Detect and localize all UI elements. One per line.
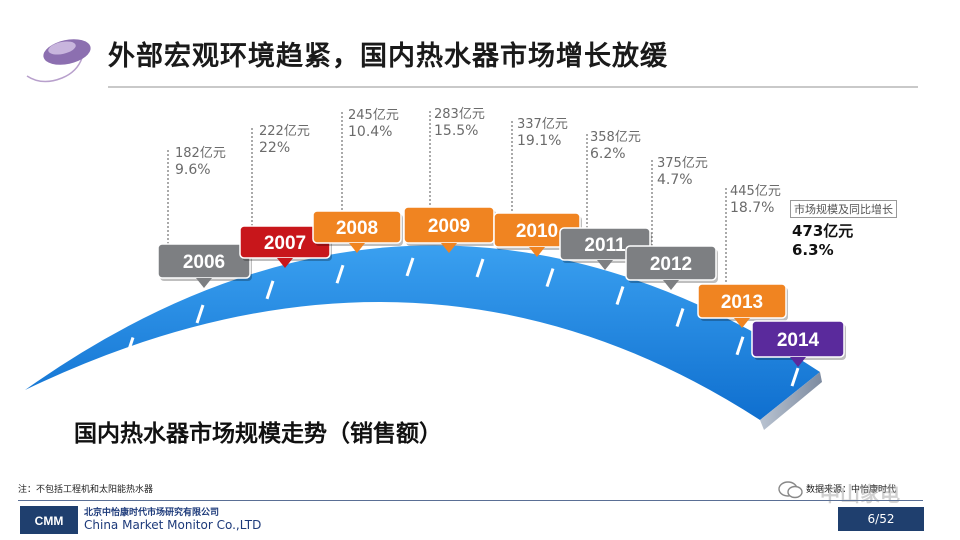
value-annotation-2011: 358亿元 6.2% xyxy=(590,130,641,162)
arc-tick xyxy=(475,258,485,278)
page-title: 外部宏观环境趋紧，国内热水器市场增长放缓 xyxy=(108,41,668,72)
year-label-pointer xyxy=(529,247,545,257)
arc-tick xyxy=(405,257,415,277)
year-label-text: 2006 xyxy=(183,252,225,273)
year-label-pointer xyxy=(663,280,679,290)
year-label-pointer xyxy=(790,357,806,367)
growth-rate-value: 22% xyxy=(259,140,291,156)
year-label-text: 2007 xyxy=(264,233,306,254)
year-label-2014: 2014 xyxy=(751,320,846,367)
year-label-2012: 2012 xyxy=(625,245,718,290)
year-labels: 2006 2007 2008 2009 2010 2011 2012 2013 2014 xyxy=(157,206,846,367)
market-size-value: 473亿元 xyxy=(792,222,854,240)
page-number: 6/52 xyxy=(838,507,924,531)
arc-tick xyxy=(615,286,625,305)
year-label-text: 2011 xyxy=(584,235,626,256)
arc-tick xyxy=(265,280,275,300)
arc-tick xyxy=(55,377,65,397)
chart-subtitle: 国内热水器市场规模走势（销售额） xyxy=(74,421,442,447)
market-size-value: 182亿元 xyxy=(175,146,226,161)
value-annotation-2009: 283亿元 15.5% xyxy=(434,107,485,139)
data-source: 数据来源：中怡康时代 xyxy=(806,485,897,495)
year-label-2013: 2013 xyxy=(697,283,788,328)
market-size-value: 358亿元 xyxy=(590,130,641,145)
year-label-pointer xyxy=(277,258,293,268)
year-label-2006: 2006 xyxy=(157,243,252,288)
market-size-value: 337亿元 xyxy=(517,117,568,132)
market-size-value: 283亿元 xyxy=(434,107,485,122)
year-label-2009: 2009 xyxy=(403,206,496,253)
growth-rate-value: 15.5% xyxy=(434,123,479,139)
value-annotation-2010: 337亿元 19.1% xyxy=(517,117,568,149)
value-annotation-2008: 245亿元 10.4% xyxy=(348,108,399,140)
arc-tick xyxy=(735,336,745,356)
leader-lines xyxy=(167,111,727,284)
computer-mouse-icon xyxy=(26,39,91,83)
year-label-pointer xyxy=(349,243,365,253)
year-label-text: 2012 xyxy=(650,254,692,275)
legend-label: 市场规模及同比增长 xyxy=(790,200,897,218)
year-label-text: 2014 xyxy=(777,330,820,351)
year-label-text: 2013 xyxy=(721,292,763,313)
value-annotation-2007: 222亿元 22% xyxy=(259,124,310,156)
growth-rate-value: 6.2% xyxy=(590,146,626,162)
market-size-value: 375亿元 xyxy=(657,156,708,171)
arc-tick xyxy=(675,308,685,328)
arc-tick xyxy=(545,268,555,288)
arc-edge xyxy=(760,372,822,430)
market-size-value: 245亿元 xyxy=(348,108,399,123)
year-label-pointer xyxy=(196,278,212,288)
year-label-pointer xyxy=(441,243,457,253)
year-label-pointer xyxy=(734,318,750,328)
title-divider xyxy=(108,86,918,88)
value-annotation-2014: 473亿元 6.3% xyxy=(792,222,853,260)
growth-rate-value: 19.1% xyxy=(517,133,562,149)
wechat-icon xyxy=(778,481,803,499)
year-label-2007: 2007 xyxy=(239,225,332,268)
year-label-2008: 2008 xyxy=(312,210,403,253)
year-label-pointer xyxy=(597,260,613,270)
company-logo: CMM xyxy=(20,506,78,534)
company-logo-text: CMM xyxy=(35,514,64,528)
footnote: 注：不包括工程机和太阳能热水器 xyxy=(18,485,154,495)
arc-tick-marks xyxy=(55,257,800,397)
growth-rate-value: 18.7% xyxy=(730,200,775,216)
footer-divider xyxy=(18,500,923,501)
arc-tick xyxy=(790,367,800,387)
year-label-text: 2010 xyxy=(516,221,558,242)
arc-tick xyxy=(125,337,135,356)
growth-rate-value: 6.3% xyxy=(792,241,834,259)
market-size-value: 222亿元 xyxy=(259,124,310,139)
growth-rate-value: 9.6% xyxy=(175,162,211,178)
market-size-value: 445亿元 xyxy=(730,184,781,199)
arc-tick xyxy=(335,264,345,284)
growth-rate-value: 10.4% xyxy=(348,124,393,140)
value-annotation-2006: 182亿元 9.6% xyxy=(175,146,226,178)
growth-rate-value: 4.7% xyxy=(657,172,693,188)
value-annotation-2013: 445亿元 18.7% xyxy=(730,184,781,216)
company-name-en: China Market Monitor Co.,LTD xyxy=(84,518,262,532)
year-label-text: 2009 xyxy=(428,216,470,237)
watermark: 中山家电 xyxy=(820,482,900,506)
value-annotation-2012: 375亿元 4.7% xyxy=(657,156,708,188)
arc-tick xyxy=(195,304,205,324)
company-name-cn: 北京中怡康时代市场研究有限公司 xyxy=(84,508,220,518)
year-label-text: 2008 xyxy=(336,218,378,239)
